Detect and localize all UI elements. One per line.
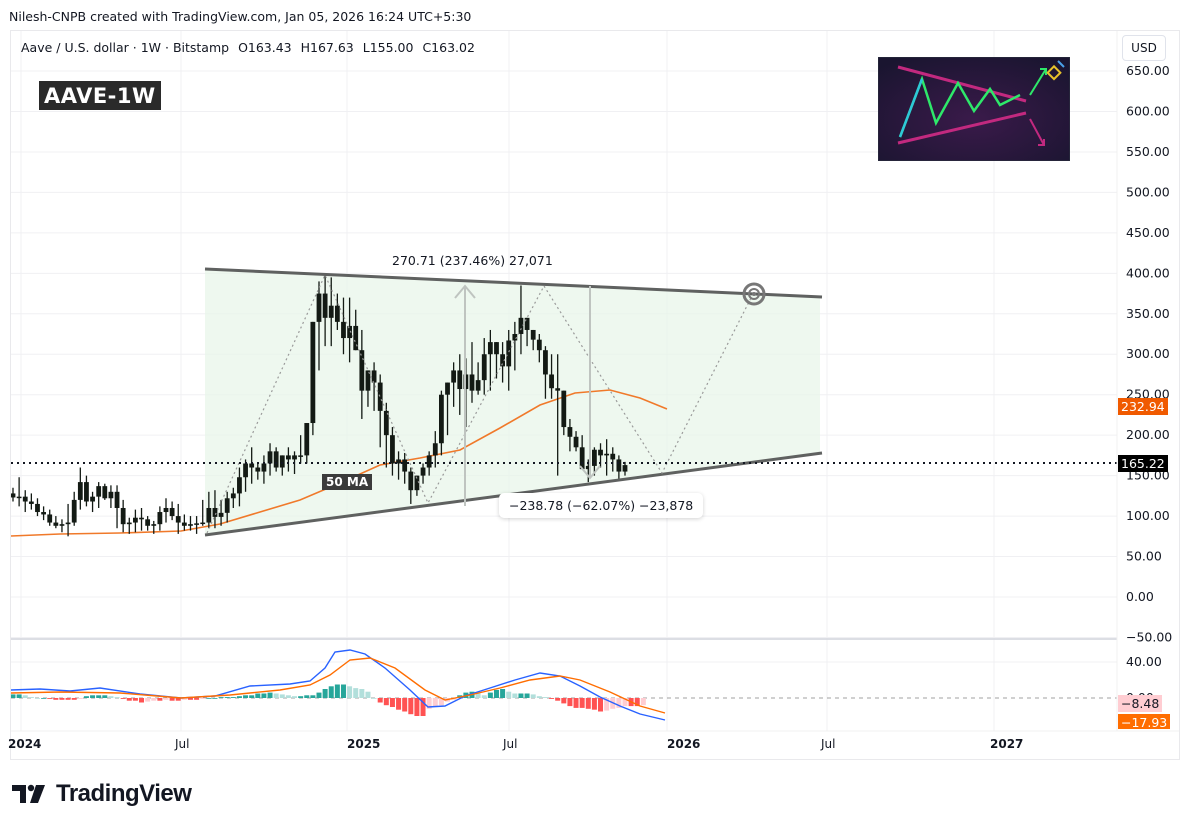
triangle-pattern-thumbnail [878,57,1070,161]
price-tick-label: 550.00 [1126,144,1170,159]
ohlc-close: C163.02 [422,40,475,55]
macd-tick-label: 40.00 [1126,654,1162,669]
price-axis[interactable]: 650.00 600.00 550.00 500.00 450.00 400.00 350.… [1126,63,1172,644]
price-tick-label: 0.00 [1126,589,1154,604]
measure-up-label: 270.71 (237.46%) 27,071 [392,253,553,268]
macd-histogram [11,684,646,716]
tradingview-logo[interactable]: TradingView [12,780,192,808]
chart-title-tag: AAVE-1W [39,81,161,110]
chart-credit: Nilesh-CNPB created with TradingView.com… [9,9,472,24]
candlestick-series [11,273,628,537]
macd-signal-tag: −17.93 [1118,714,1171,729]
measure-down-arrowhead [579,465,601,480]
price-tick-label: 100.00 [1126,508,1170,523]
currency-button[interactable]: USD [1122,35,1166,61]
measure-down-label: −238.78 (−62.07%) −23,878 [499,493,704,518]
tradingview-logo-icon [12,784,45,803]
price-tick-label: 300.00 [1126,346,1170,361]
time-axis[interactable]: 2024 Jul 2025 Jul 2026 Jul 2027 [8,737,1023,751]
ohlc-high: H167.63 [300,40,354,55]
symbol-title: Aave / U.S. dollar · 1W · Bitstamp [21,40,230,55]
swing-path-dotted [206,273,753,534]
moving-average-50-line [11,389,668,537]
time-tick-label: 2027 [990,737,1023,751]
time-tick-label: 2024 [8,737,41,751]
time-tick-label: Jul [174,737,189,751]
price-tick-label: 400.00 [1126,265,1170,280]
price-tick-label: 650.00 [1126,63,1170,78]
time-tick-label: Jul [820,737,835,751]
tradingview-logo-text: TradingView [56,780,192,807]
triangle-illustration-icon [878,57,1070,161]
ohlc-open: O163.43 [238,40,292,55]
symbol-legend: Aave / U.S. dollar · 1W · Bitstamp O163.… [21,40,480,55]
triangle-pattern-fill [205,269,820,535]
ohlc-low: L155.00 [362,40,414,55]
last-price-tag: 165.22 [1118,455,1168,472]
macd-histogram-tag: −8.48 [1118,695,1163,712]
triangle-upper-trendline[interactable] [204,267,823,299]
measure-up-arrowhead [454,284,476,299]
target-icon[interactable] [742,282,766,306]
ma-label: 50 MA [322,474,373,490]
chart-frame [10,30,1180,760]
price-tick-label: 350.00 [1126,306,1170,321]
price-tick-label: 250.00 [1126,387,1170,402]
macd-lines [11,649,666,721]
ma-price-tag: 232.94 [1118,398,1168,415]
price-tick-label: 500.00 [1126,184,1170,199]
price-tick-label: 200.00 [1126,427,1170,442]
price-tick-label: 50.00 [1126,549,1162,564]
time-tick-label: 2026 [667,737,700,751]
price-tick-label: 450.00 [1126,225,1170,240]
time-tick-label: Jul [502,737,517,751]
price-tick-label: 600.00 [1126,103,1170,118]
time-tick-label: 2025 [347,737,380,751]
price-tick-label: −50.00 [1126,629,1172,644]
